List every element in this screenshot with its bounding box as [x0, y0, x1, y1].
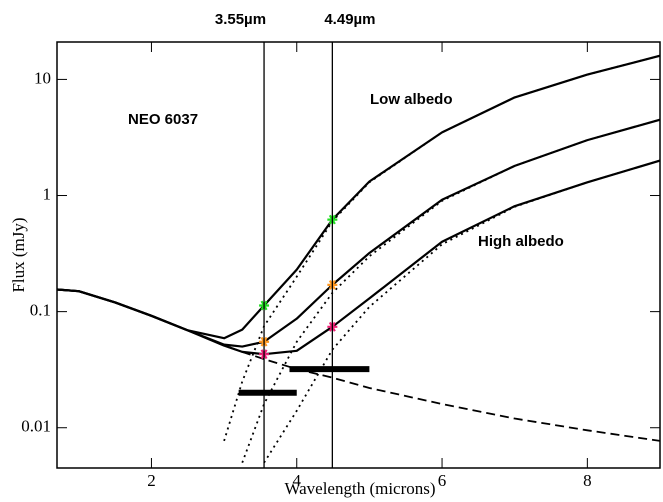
x-tick-label: 6 — [438, 471, 447, 490]
curve — [57, 159, 660, 356]
band-label: 3.55µm — [215, 11, 266, 28]
curve — [223, 54, 660, 442]
y-tick-label: 10 — [34, 68, 51, 87]
plot-frame — [56, 41, 661, 469]
curve — [57, 54, 660, 340]
annotation: High albedo — [478, 233, 564, 250]
curve — [57, 288, 660, 442]
curve — [263, 159, 660, 464]
y-tick-label: 0.1 — [30, 301, 51, 320]
band-label: 4.49µm — [324, 11, 375, 28]
y-tick-label: 0.01 — [21, 417, 51, 436]
curve — [57, 118, 660, 348]
annotation: Low albedo — [370, 91, 453, 108]
x-axis-label: Wavelength (microns) — [284, 479, 435, 498]
curve — [241, 118, 660, 464]
x-tick-label: 8 — [583, 471, 592, 490]
y-tick-label: 1 — [43, 184, 52, 203]
x-tick-label: 2 — [147, 471, 156, 490]
y-axis-label: Flux (mJy) — [9, 217, 28, 292]
x-tick-label: 4 — [292, 471, 301, 490]
annotation: NEO 6037 — [128, 111, 198, 128]
